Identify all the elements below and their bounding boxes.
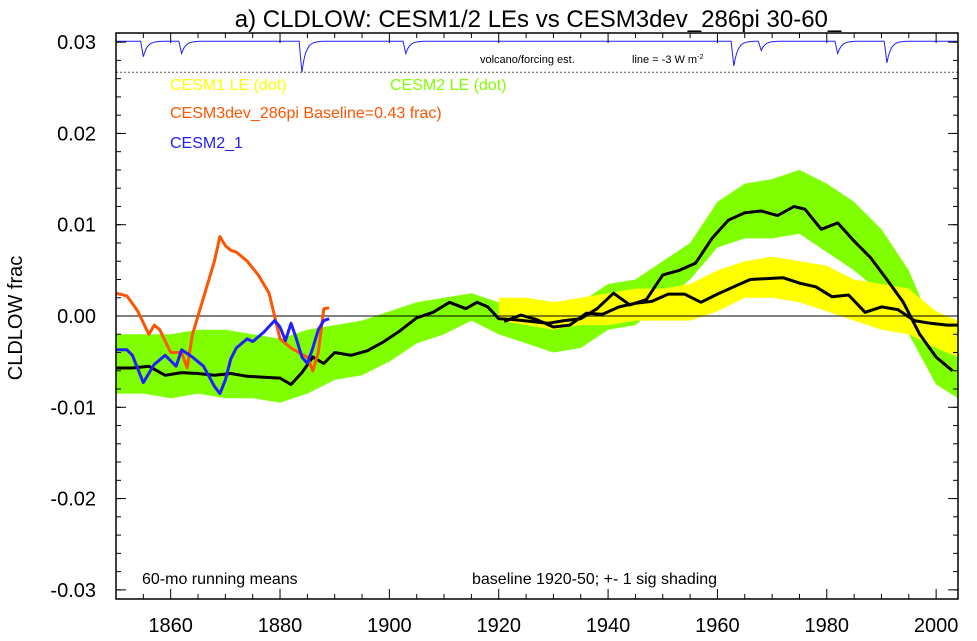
x-tick-label: 1880	[258, 615, 303, 637]
x-tick-label: 1940	[586, 615, 631, 637]
running-mean-note: 60-mo running means	[142, 571, 298, 588]
x-tick-label: 1980	[805, 615, 850, 637]
forcing-line-label-sup: -2	[697, 54, 703, 61]
volcano-label: volcano/forcing est.	[480, 54, 575, 66]
legend-cesm3: CESM3dev_286pi Baseline=0.43 frac)	[170, 105, 442, 122]
x-tick-label: 1900	[367, 615, 412, 637]
y-tick-label: 0.03	[57, 32, 96, 54]
forcing-line-label-main: line = -3 W m	[632, 54, 697, 66]
x-tick-label: 1920	[476, 615, 521, 637]
cesm2-mean-line	[116, 205, 954, 386]
x-tick-label: 1960	[695, 615, 740, 637]
legend-cesm2-1: CESM2_1	[170, 135, 243, 152]
legend-cesm1: CESM1 LE (dot)	[170, 77, 286, 94]
y-axis-label: CLDLOW frac	[5, 256, 27, 380]
baseline-note: baseline 1920-50; +- 1 sig shading	[472, 571, 717, 588]
y-tick-label: 0.01	[57, 215, 96, 237]
y-tick-label: 0.02	[57, 123, 96, 145]
cesm3dev-line	[116, 235, 330, 373]
cesm2-spread-band	[116, 169, 958, 403]
cesm2-1-line	[116, 317, 330, 396]
y-tick-label: 0.00	[57, 306, 96, 328]
chart-title: a) CLDLOW: CESM1/2 LEs vs CESM3dev_286pi…	[235, 6, 842, 33]
y-tick-label: -0.02	[50, 489, 96, 511]
cesm1-spread-band	[498, 256, 958, 358]
legend-cesm2: CESM2 LE (dot)	[390, 77, 506, 94]
legend: CESM1 LE (dot) CESM2 LE (dot) CESM3dev_2…	[170, 77, 506, 152]
y-tick-label: -0.01	[50, 397, 96, 419]
forcing-line-label: line = -3 W m-2	[632, 54, 703, 66]
y-tick-label: -0.03	[50, 580, 96, 602]
x-tick-label: 1860	[148, 615, 193, 637]
volcano-forcing-trace	[116, 40, 958, 73]
x-tick-label: 2000	[914, 615, 959, 637]
